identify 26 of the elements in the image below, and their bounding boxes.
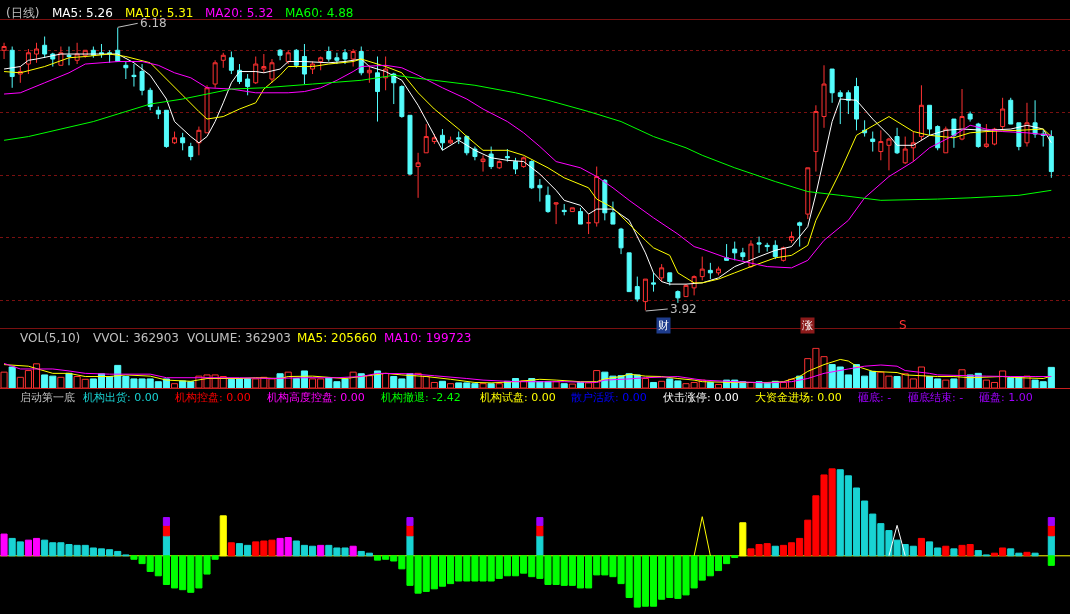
- text: MA60: 4.88: [285, 6, 354, 20]
- legend-label: 散户活跃: 0.00: [571, 391, 647, 404]
- annotation: 3.92: [670, 302, 697, 316]
- text: 机构出货: 0.00: [83, 391, 159, 404]
- chart-title: 启动第一底: [20, 391, 75, 404]
- text: MA5: 5.26: [52, 6, 113, 20]
- text: 伏击涨停: 0.00: [663, 391, 739, 404]
- text: 砸盘: 1.00: [979, 391, 1033, 404]
- text: MA10: 199723: [384, 331, 472, 345]
- text: 机构试盘: 0.00: [480, 391, 556, 404]
- annotation: 涨: [802, 319, 813, 332]
- text: VVOL: 362903: [93, 331, 180, 345]
- legend-label: 砸底结束: -: [908, 391, 964, 404]
- chart-title: (日线): [6, 6, 40, 20]
- text: 机构控盘: 0.00: [175, 391, 251, 404]
- annotation: S: [899, 318, 907, 332]
- text: MA5: 205660: [297, 331, 377, 345]
- text: 大资金进场: 0.00: [755, 391, 842, 404]
- chart-title: VOL(5,10): [20, 331, 81, 345]
- legend-label: 砸底: -: [858, 391, 892, 404]
- text: 机构撤退: -2.42: [381, 391, 461, 404]
- text: 机构高度控盘: 0.00: [267, 391, 365, 404]
- text: VOLUME: 362903: [187, 331, 291, 345]
- annotation: 财: [658, 319, 669, 332]
- annotation: 6.18: [140, 16, 167, 30]
- text: MA20: 5.32: [205, 6, 274, 20]
